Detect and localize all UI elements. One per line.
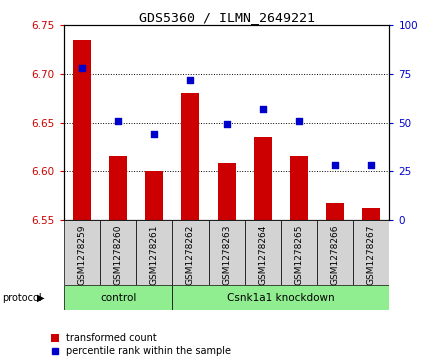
Bar	[209, 220, 245, 285]
Bar	[317, 220, 353, 285]
Bar	[326, 203, 344, 220]
Bar	[73, 40, 91, 220]
Bar	[172, 285, 389, 310]
Bar	[245, 220, 281, 285]
Bar	[353, 220, 389, 285]
Point	[295, 118, 302, 123]
Point	[187, 77, 194, 83]
Point	[151, 131, 158, 137]
Point	[259, 106, 266, 112]
Point	[114, 118, 121, 123]
Bar	[136, 220, 172, 285]
Legend: transformed count, percentile rank within the sample: transformed count, percentile rank withi…	[49, 331, 233, 358]
Bar	[109, 156, 127, 220]
Text: control: control	[100, 293, 136, 303]
Title: GDS5360 / ILMN_2649221: GDS5360 / ILMN_2649221	[139, 11, 315, 24]
Point	[223, 122, 230, 127]
Text: GSM1278263: GSM1278263	[222, 225, 231, 285]
Point	[332, 162, 339, 168]
Text: GSM1278260: GSM1278260	[114, 225, 123, 285]
Text: ▶: ▶	[37, 293, 45, 303]
Text: GSM1278266: GSM1278266	[330, 225, 340, 285]
Bar	[281, 220, 317, 285]
Bar	[172, 220, 209, 285]
Bar	[217, 163, 236, 220]
Bar	[64, 285, 172, 310]
Text: protocol: protocol	[2, 293, 42, 303]
Text: GSM1278267: GSM1278267	[367, 225, 376, 285]
Bar	[181, 93, 199, 220]
Text: Csnk1a1 knockdown: Csnk1a1 knockdown	[227, 293, 335, 303]
Point	[78, 65, 85, 71]
Bar	[254, 137, 272, 220]
Text: GSM1278265: GSM1278265	[294, 225, 304, 285]
Bar	[100, 220, 136, 285]
Text: GSM1278261: GSM1278261	[150, 225, 159, 285]
Bar	[145, 171, 163, 220]
Text: GSM1278262: GSM1278262	[186, 225, 195, 285]
Bar	[362, 208, 380, 220]
Text: GSM1278259: GSM1278259	[77, 225, 86, 285]
Point	[368, 162, 375, 168]
Text: GSM1278264: GSM1278264	[258, 225, 267, 285]
Bar	[290, 156, 308, 220]
Bar	[64, 220, 100, 285]
